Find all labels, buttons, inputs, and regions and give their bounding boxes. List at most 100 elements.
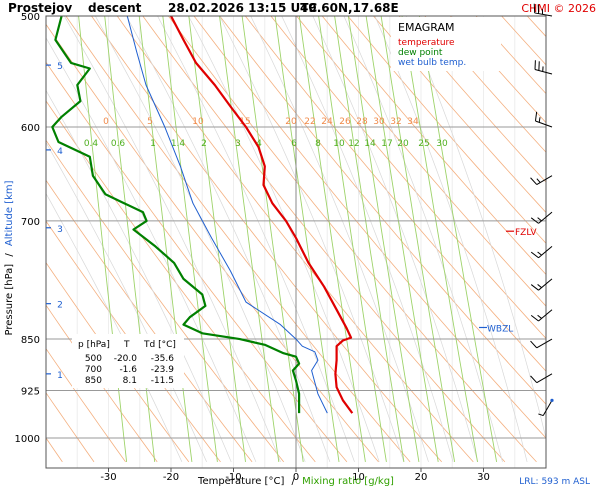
mixing-ratio-line (241, 16, 304, 462)
altitude-tick-label: 4 (57, 147, 63, 157)
wind-barb-half-flag (537, 251, 542, 256)
dry-adiabat (372, 16, 546, 214)
dry-adiabat (46, 347, 126, 463)
legend-temperature: temperature (398, 38, 455, 48)
fzlv-label: FZLV (515, 228, 537, 238)
sounding-table: p [hPa] T Td [°C] 500 -20.0 -35.6 700 -1… (72, 334, 184, 388)
mixing-ratio-line (401, 16, 478, 462)
wind-barb-staff (536, 373, 553, 384)
mixing-ratio-label: 3 (235, 139, 241, 149)
dry-adiabat (530, 0, 600, 462)
wind-barb-staff (535, 120, 553, 128)
wind-barb-staff (542, 400, 553, 416)
y-axis-altitude-label: Altitude [km] (4, 180, 15, 246)
mixing-ratio-line (380, 16, 456, 462)
dry-adiabat (449, 16, 546, 124)
wind-barb-staff (536, 175, 553, 185)
table-bg (72, 334, 184, 388)
moist-adiabat (405, 16, 546, 440)
table-cell: -20.0 (114, 354, 138, 364)
mixing-ratio-label: 0.6 (111, 139, 126, 149)
wind-barb-flag (530, 177, 538, 185)
table-cell: -1.6 (119, 365, 137, 375)
moist-adiabat (46, 141, 207, 463)
wind-barb-flag (530, 315, 539, 322)
mixing-ratio-line (188, 16, 246, 462)
wind-barb-staff (534, 68, 553, 75)
header-station: Prostejov (8, 1, 72, 15)
mixing-ratio-label: 17 (381, 139, 392, 149)
dry-adiabat (424, 16, 546, 153)
dry-adiabat (46, 179, 253, 463)
dry-adiabat-label: 24 (321, 117, 333, 127)
x-tick-label: -10 (225, 472, 241, 483)
mixing-ratio-label: 30 (436, 139, 448, 149)
dry-adiabat (555, 0, 600, 462)
wind-barb-half-flag (537, 314, 542, 319)
dry-adiabat (347, 16, 546, 244)
x-axis-label: Temperature [°C] / Mixing ratio [g/kg] (197, 476, 394, 487)
wind-barb-half-flag (537, 217, 542, 222)
moist-adiabat (46, 192, 183, 463)
wind-barb-flag (534, 111, 538, 122)
altitude-tick-label: 3 (57, 225, 63, 235)
y-axis-pressure-label: Pressure [hPa] (4, 264, 15, 336)
mixing-ratio-line (318, 16, 387, 462)
mixing-ratio-label: 0.4 (84, 139, 99, 149)
dry-adiabat-label: 28 (356, 117, 368, 127)
wet-bulb-line (126, 16, 328, 414)
wind-barb (530, 211, 553, 224)
x-axis-separator: / (292, 476, 296, 487)
dry-adiabat-label: 0 (103, 117, 109, 127)
mixing-ratio-line (334, 16, 405, 462)
legend-title: EMAGRAM (398, 21, 455, 34)
y-tick-label: 1000 (15, 434, 40, 445)
dry-adiabat (46, 262, 190, 463)
profile-series (51, 16, 354, 414)
table-header-t: T (123, 340, 130, 350)
dry-adiabat (296, 16, 546, 307)
x-axis-temp-label: Temperature [°C] (197, 476, 284, 487)
x-tick-label: 20 (415, 472, 428, 483)
dry-adiabat-label: 30 (373, 117, 385, 127)
dry-adiabat-label: 20 (285, 117, 297, 127)
wind-barb (530, 278, 553, 291)
mixing-ratio-label: 8 (315, 139, 321, 149)
mixing-ratio-label: 1.4 (171, 139, 186, 149)
guide-labels: 0 5 10 15 20 22 24 26 28 30 32 340.4 0.6 1 1.4 2 3 4 6 8 10 1… (84, 117, 448, 149)
header-coords: 49.60N,17.68E (300, 1, 399, 15)
dry-adiabat-label: 5 (147, 117, 153, 127)
table-header-p: p [hPa] (78, 340, 110, 350)
table-cell: -23.9 (151, 365, 175, 375)
moist-adiabat (157, 16, 355, 463)
wind-barb (530, 309, 553, 322)
dry-adiabat-label: 22 (304, 117, 315, 127)
x-tick-label: 30 (477, 472, 490, 483)
table-cell: 700 (85, 365, 102, 375)
y-tick-label: 500 (21, 12, 40, 23)
y-axis-label: Pressure [hPa] / Altitude [km] (4, 180, 15, 335)
table-cell: 850 (85, 376, 102, 386)
dry-adiabat-label: 10 (192, 117, 204, 127)
mixing-ratio-line (104, 16, 156, 462)
legend-dew-point: dew point (398, 48, 443, 58)
moist-adiabat (250, 16, 429, 463)
mixing-ratio-label: 14 (364, 139, 376, 149)
y-tick-label: 850 (21, 335, 40, 346)
legend: EMAGRAM temperature dew point wet bulb t… (391, 17, 501, 71)
dry-adiabat (398, 16, 546, 183)
dry-adiabat-label: 26 (339, 117, 351, 127)
axes: -30 -20 -10 0 10 20 30500600700850925100054321… (15, 12, 538, 483)
dry-adiabat (65, 16, 411, 463)
dry-adiabat (321, 16, 546, 276)
mixing-ratio-line (78, 16, 128, 462)
wind-barb-half-flag (537, 284, 542, 289)
mixing-ratio-label: 25 (418, 139, 429, 149)
mixing-ratio-label: 12 (348, 139, 359, 149)
dry-adiabat (91, 16, 443, 463)
x-tick-label: 10 (352, 472, 365, 483)
wind-barb-flag (530, 340, 538, 349)
altitude-tick-label: 1 (57, 371, 63, 381)
dry-adiabat (46, 220, 221, 463)
